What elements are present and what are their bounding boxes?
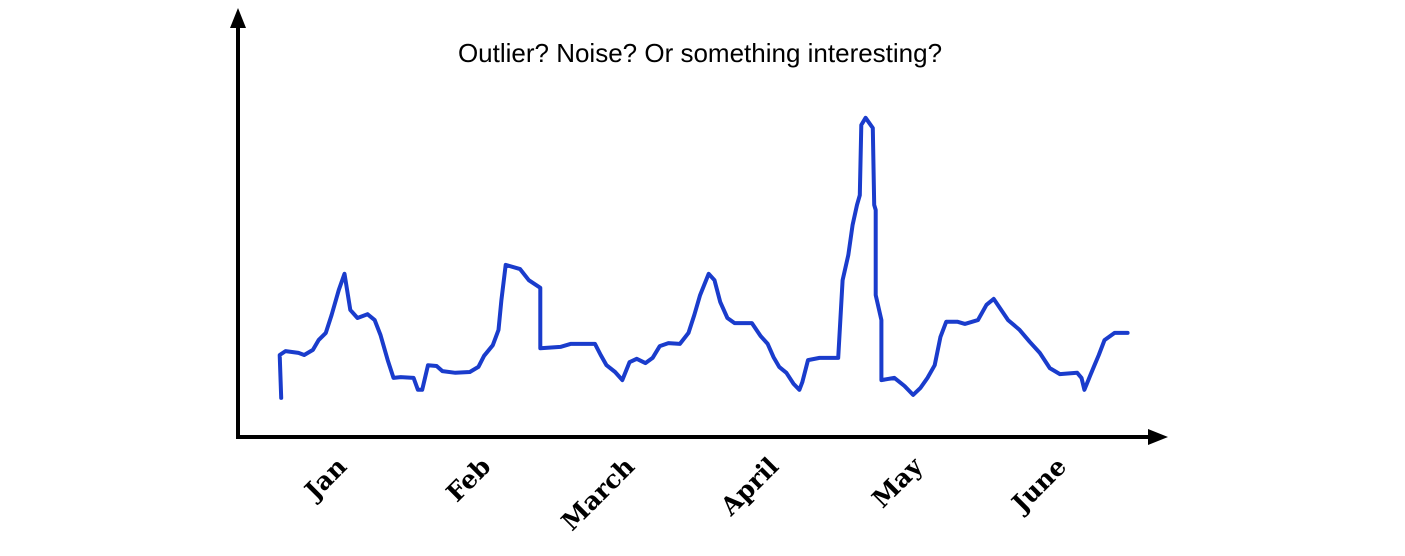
x-tick-label: Jan xyxy=(298,452,353,507)
chart-title: Outlier? Noise? Or something interesting… xyxy=(458,38,942,68)
x-tick-label: Feb xyxy=(441,452,497,508)
line xyxy=(277,115,1130,400)
x-tick-label: April xyxy=(714,452,784,522)
x-tick-label: June xyxy=(1005,452,1072,519)
x-axis-arrow xyxy=(1148,429,1168,445)
y-axis-arrow xyxy=(230,8,246,28)
x-tick-label: March xyxy=(556,452,640,536)
x-tick-label: May xyxy=(866,451,929,514)
